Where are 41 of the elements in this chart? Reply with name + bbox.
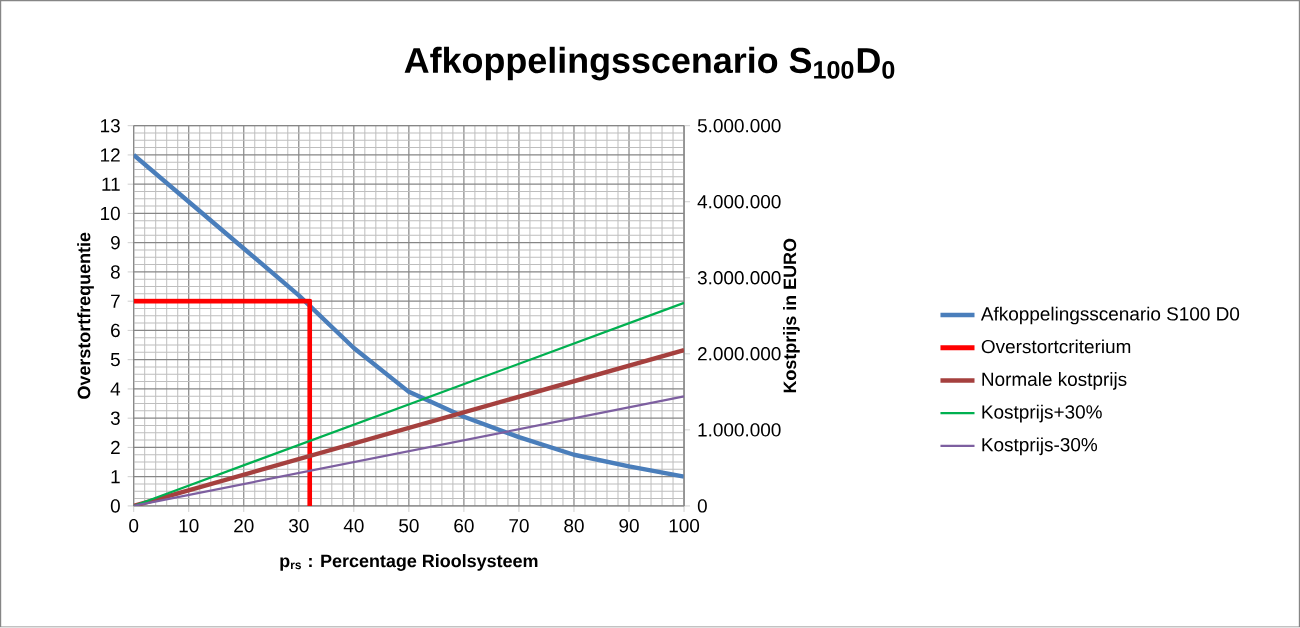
y-tick-label: 7 (111, 294, 120, 308)
y-tick-label: 10 (101, 206, 120, 221)
y-tick-label: 8 (110, 265, 120, 279)
y-tick-label: 11 (102, 177, 120, 191)
y-tick-label: 4 (110, 382, 121, 396)
y-tick-label: 3 (110, 411, 120, 426)
y-tick-label: 12 (101, 148, 120, 162)
x-tick-label: 30 (288, 519, 309, 533)
x-axis-title: p$_{rs}$ : Percentage Rioolsysteem (280, 554, 538, 572)
y-tick-label: 6 (111, 323, 120, 338)
y-tick-label: 9 (110, 236, 120, 250)
y2-tick-label: 5.000.000 (697, 119, 781, 133)
chart-title: Afkoppelingsscenario S$_{100}$D$_{0}$ (404, 47, 895, 81)
legend-label: Kostprijs-30% (982, 437, 1098, 456)
legend-label: Kostprijs+30% (982, 404, 1102, 423)
line-series (133, 152, 685, 480)
y-tick-label: 13 (101, 119, 120, 133)
y2-tick-label: 3.000.000 (697, 271, 781, 285)
y-tick-label: 2 (111, 441, 120, 455)
x-tick-label: 80 (564, 519, 584, 533)
y-tick-label: 0 (110, 499, 120, 513)
legend-label: Afkoppelingsscenario S100 D0 (980, 306, 1240, 325)
x-tick-label: 60 (454, 519, 474, 533)
x-tick-label: 50 (399, 519, 419, 533)
y2-axis-title: Kostprijs in EURO (783, 239, 800, 393)
x-tick-label: 0 (129, 519, 139, 533)
legend-label: Overstortcriterium (981, 339, 1131, 354)
x-tick-label: 20 (234, 519, 254, 533)
y-axis-title: Overstortfrequentie (77, 232, 94, 400)
y-tick-label: 1 (111, 470, 120, 484)
y-tick-label: 5 (110, 353, 120, 367)
x-tick-label: 100 (669, 519, 700, 533)
x-tick-label: 90 (619, 519, 639, 533)
legend-label: Normale kostprijs (982, 372, 1127, 390)
y2-tick-label: 4.000.000 (697, 195, 781, 209)
x-tick-label: 70 (509, 519, 529, 533)
y2-tick-label: 2.000.000 (698, 347, 781, 361)
x-tick-label: 10 (179, 519, 199, 533)
x-tick-label: 40 (343, 519, 364, 533)
y2-tick-label: 0 (697, 499, 707, 513)
y2-tick-label: 1.000.000 (698, 423, 781, 437)
